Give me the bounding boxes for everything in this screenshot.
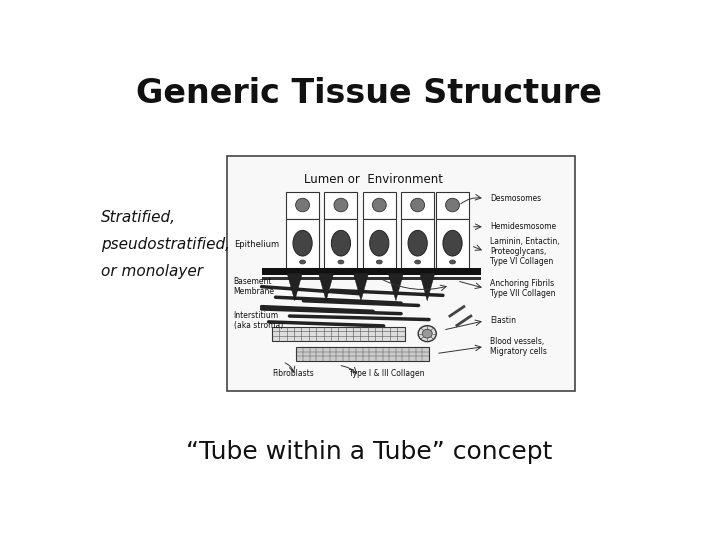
Bar — [286, 219, 319, 268]
Ellipse shape — [422, 329, 432, 338]
Bar — [261, 268, 481, 275]
Ellipse shape — [300, 260, 305, 264]
Text: Interstitium
(aka stroma): Interstitium (aka stroma) — [234, 311, 283, 330]
Text: Fibroblasts: Fibroblasts — [272, 369, 314, 379]
Ellipse shape — [449, 260, 456, 264]
Bar — [272, 327, 405, 341]
Bar — [261, 277, 481, 280]
Ellipse shape — [418, 326, 436, 342]
Ellipse shape — [372, 198, 386, 212]
Text: “Tube within a Tube” concept: “Tube within a Tube” concept — [186, 440, 552, 464]
Text: Epithelium: Epithelium — [234, 240, 279, 249]
Ellipse shape — [338, 260, 344, 264]
Polygon shape — [388, 273, 403, 301]
Text: Blood vessels,
Migratory cells: Blood vessels, Migratory cells — [490, 337, 547, 356]
Polygon shape — [354, 273, 369, 301]
Text: Type I & III Collagen: Type I & III Collagen — [349, 369, 425, 379]
Bar — [363, 192, 396, 219]
Text: Stratified,: Stratified, — [101, 210, 176, 225]
Ellipse shape — [293, 231, 312, 256]
Text: Desmosomes: Desmosomes — [490, 194, 541, 203]
Text: Basement
Membrane: Basement Membrane — [234, 276, 275, 296]
Text: Anchoring Fibrils
Type VII Collagen: Anchoring Fibrils Type VII Collagen — [490, 279, 556, 298]
Text: pseudostratified,: pseudostratified, — [101, 238, 230, 252]
Text: Laminin, Entactin,
Proteoglycans,
Type VI Collagen: Laminin, Entactin, Proteoglycans, Type V… — [490, 237, 559, 266]
Bar — [324, 219, 358, 268]
Bar — [436, 219, 469, 268]
Ellipse shape — [334, 198, 348, 212]
Ellipse shape — [446, 198, 459, 212]
Bar — [227, 156, 575, 391]
Polygon shape — [318, 273, 334, 301]
Bar — [324, 192, 358, 219]
Bar — [286, 192, 319, 219]
Ellipse shape — [377, 260, 382, 264]
Bar — [401, 192, 434, 219]
Polygon shape — [287, 273, 302, 301]
Ellipse shape — [408, 231, 427, 256]
Bar — [363, 219, 396, 268]
Ellipse shape — [369, 231, 389, 256]
Text: or monolayer: or monolayer — [101, 265, 203, 279]
Bar — [436, 192, 469, 219]
Bar — [401, 219, 434, 268]
Ellipse shape — [410, 198, 425, 212]
Text: Elastin: Elastin — [490, 316, 516, 325]
Text: Generic Tissue Structure: Generic Tissue Structure — [136, 77, 602, 110]
Ellipse shape — [331, 231, 351, 256]
Ellipse shape — [296, 198, 310, 212]
Text: Hemidesmosome: Hemidesmosome — [490, 222, 556, 231]
Ellipse shape — [415, 260, 420, 264]
Bar — [297, 347, 429, 361]
Polygon shape — [420, 273, 435, 301]
Text: Lumen or  Environment: Lumen or Environment — [304, 173, 443, 186]
Ellipse shape — [443, 231, 462, 256]
